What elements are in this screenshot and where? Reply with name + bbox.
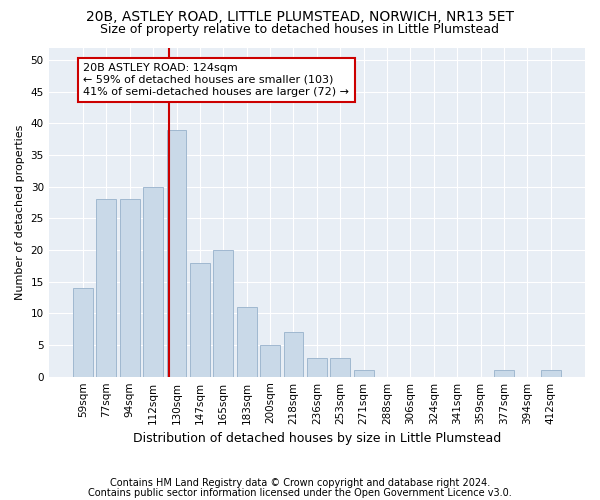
X-axis label: Distribution of detached houses by size in Little Plumstead: Distribution of detached houses by size … bbox=[133, 432, 501, 445]
Bar bbox=[120, 200, 140, 376]
Bar bbox=[494, 370, 514, 376]
Bar bbox=[73, 288, 93, 376]
Y-axis label: Number of detached properties: Number of detached properties bbox=[15, 124, 25, 300]
Bar bbox=[167, 130, 187, 376]
Text: 20B ASTLEY ROAD: 124sqm
← 59% of detached houses are smaller (103)
41% of semi-d: 20B ASTLEY ROAD: 124sqm ← 59% of detache… bbox=[83, 64, 349, 96]
Bar bbox=[353, 370, 374, 376]
Bar bbox=[214, 250, 233, 376]
Bar bbox=[260, 345, 280, 376]
Bar bbox=[237, 307, 257, 376]
Text: Contains HM Land Registry data © Crown copyright and database right 2024.: Contains HM Land Registry data © Crown c… bbox=[110, 478, 490, 488]
Bar bbox=[284, 332, 304, 376]
Text: 20B, ASTLEY ROAD, LITTLE PLUMSTEAD, NORWICH, NR13 5ET: 20B, ASTLEY ROAD, LITTLE PLUMSTEAD, NORW… bbox=[86, 10, 514, 24]
Bar bbox=[97, 200, 116, 376]
Bar bbox=[330, 358, 350, 376]
Text: Size of property relative to detached houses in Little Plumstead: Size of property relative to detached ho… bbox=[101, 22, 499, 36]
Text: Contains public sector information licensed under the Open Government Licence v3: Contains public sector information licen… bbox=[88, 488, 512, 498]
Bar bbox=[190, 262, 210, 376]
Bar bbox=[541, 370, 560, 376]
Bar bbox=[143, 187, 163, 376]
Bar bbox=[307, 358, 327, 376]
